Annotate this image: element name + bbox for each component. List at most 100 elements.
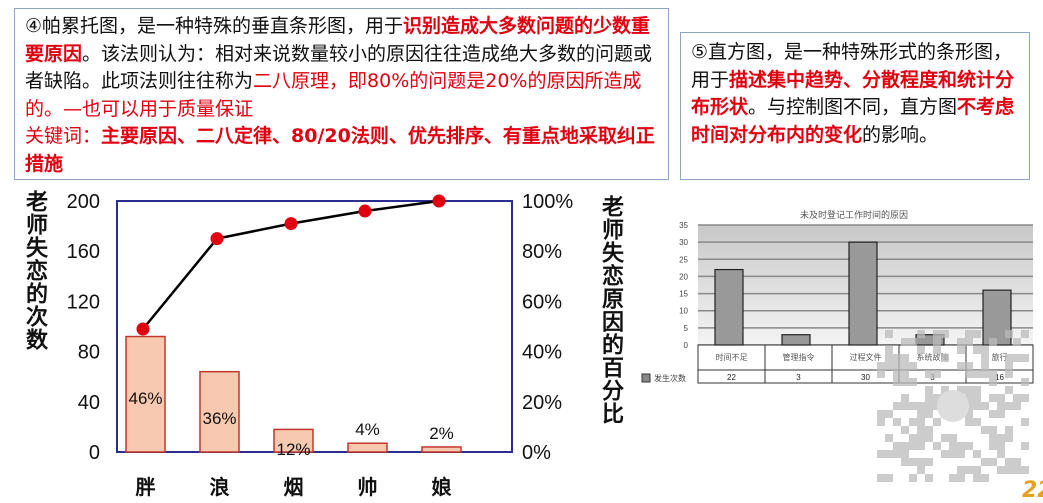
- qr-watermark-cell: [997, 402, 1005, 410]
- qr-watermark-cell: [901, 378, 909, 386]
- qr-watermark-cell: [965, 338, 973, 346]
- qr-watermark-cell: [917, 466, 925, 474]
- qr-watermark-cell: [1005, 458, 1013, 466]
- table-value: 16: [995, 373, 1004, 382]
- qr-watermark-cell: [885, 434, 893, 442]
- qr-watermark-cell: [973, 370, 981, 378]
- x-tick-label: 烟: [284, 476, 304, 499]
- qr-watermark-cell: [965, 330, 973, 338]
- qr-watermark-cell: [981, 426, 989, 434]
- y-tick-label: 200: [67, 191, 100, 213]
- qr-watermark-cell: [925, 426, 933, 434]
- bar: [421, 446, 462, 453]
- qr-watermark-cell: [893, 418, 901, 426]
- qr-watermark-cell: [941, 450, 949, 458]
- qr-watermark-cell: [885, 450, 893, 458]
- qr-watermark-cell: [909, 474, 917, 482]
- cumulative-point: [210, 232, 224, 246]
- qr-watermark-cell: [981, 354, 989, 362]
- qr-watermark-cell: [941, 434, 949, 442]
- y-tick-label: 30: [679, 238, 688, 247]
- qr-watermark-cell: [885, 330, 893, 338]
- qr-watermark-cell: [901, 394, 909, 402]
- cumulative-point: [284, 217, 298, 231]
- y-tick-label: 40: [78, 392, 100, 414]
- qr-watermark-cell: [925, 394, 933, 402]
- qr-watermark-cell: [997, 450, 1005, 458]
- qr-watermark-cell: [933, 370, 941, 378]
- bar-data-label: 12%: [276, 440, 310, 459]
- qr-watermark-cell: [877, 474, 885, 482]
- qr-watermark-cell: [989, 394, 997, 402]
- qr-watermark-cell: [933, 346, 941, 354]
- qr-watermark-cell: [933, 338, 941, 346]
- table-value: 30: [861, 373, 870, 382]
- highlight-text: 识别造成大多数问题的少数重要原因: [25, 15, 651, 65]
- highlight-text: 不考虑时间对分布内的变化: [691, 96, 1015, 146]
- bar: [199, 370, 240, 453]
- qr-watermark-cell: [1013, 394, 1021, 402]
- qr-watermark-cell: [973, 394, 981, 402]
- qr-watermark-cell: [909, 378, 917, 386]
- qr-watermark-cell: [973, 418, 981, 426]
- qr-watermark-cell: [997, 410, 1005, 418]
- qr-watermark-cell: [1021, 378, 1029, 386]
- qr-watermark-cell: [997, 434, 1005, 442]
- qr-watermark-cell: [1021, 466, 1029, 474]
- qr-watermark-cell: [877, 418, 885, 426]
- qr-watermark-cell: [957, 474, 965, 482]
- qr-watermark-cell: [973, 346, 981, 354]
- qr-watermark-cell: [957, 362, 965, 370]
- qr-watermark-cell: [1005, 466, 1013, 474]
- qr-watermark-cell: [965, 386, 973, 394]
- qr-watermark-cell: [917, 330, 925, 338]
- y-tick-label: 0: [89, 442, 100, 464]
- qr-watermark-cell: [1005, 354, 1013, 362]
- qr-watermark-cell: [885, 362, 893, 370]
- qr-watermark-cell: [989, 434, 997, 442]
- page-number: 22: [1022, 478, 1043, 503]
- qr-watermark-cell: [981, 474, 989, 482]
- qr-watermark-cell: [957, 442, 965, 450]
- qr-watermark-cell: [1013, 402, 1021, 410]
- qr-watermark-cell: [909, 418, 917, 426]
- qr-watermark-cell: [1013, 354, 1021, 362]
- qr-watermark-cell: [957, 346, 965, 354]
- x-tick-label: 娘: [432, 475, 452, 499]
- qr-watermark-cell: [1021, 330, 1029, 338]
- qr-watermark-cell: [901, 354, 909, 362]
- y2-tick-label: 0%: [522, 442, 551, 464]
- bar-data-label: 46%: [128, 389, 162, 408]
- qr-watermark-cell: [989, 410, 997, 418]
- qr-watermark-cell: [909, 338, 917, 346]
- x-tick-label: 帅: [358, 475, 378, 499]
- qr-watermark-cell: [1021, 354, 1029, 362]
- qr-watermark-cell: [1005, 402, 1013, 410]
- y-tick-label: 35: [679, 221, 688, 230]
- histogram-chart: 未及时登记工作时间的原因 0 5 10 15 20 25 30 35 发生次数 时间不足 22 管理指令…: [641, 209, 1034, 482]
- qr-watermark-cell: [965, 418, 973, 426]
- qr-watermark-cell: [893, 354, 901, 362]
- y2-tick-label: 20%: [522, 392, 562, 414]
- qr-watermark-cell: [949, 450, 957, 458]
- qr-watermark-cell: [901, 402, 909, 410]
- x-tick-label: 系统故障: [917, 352, 949, 362]
- qr-watermark-cell: [973, 474, 981, 482]
- qr-watermark-cell: [989, 338, 997, 346]
- x-tick-label: 胖: [135, 475, 156, 499]
- qr-watermark-cell: [917, 434, 925, 442]
- qr-watermark-cell: [901, 370, 909, 378]
- qr-watermark-cell: [1013, 466, 1021, 474]
- qr-watermark-cell: [925, 402, 933, 410]
- qr-watermark-cell: [973, 466, 981, 474]
- qr-watermark-cell: [1013, 338, 1021, 346]
- qr-watermark-cell: [1005, 426, 1013, 434]
- qr-watermark-cell: [877, 362, 885, 370]
- cumulative-point: [432, 194, 446, 208]
- qr-watermark-cell: [941, 330, 949, 338]
- cumulative-point: [136, 322, 150, 336]
- qr-watermark-cell: [965, 442, 973, 450]
- qr-watermark-cell: [965, 410, 973, 418]
- qr-watermark-cell: [917, 426, 925, 434]
- qr-watermark-cell: [1005, 434, 1013, 442]
